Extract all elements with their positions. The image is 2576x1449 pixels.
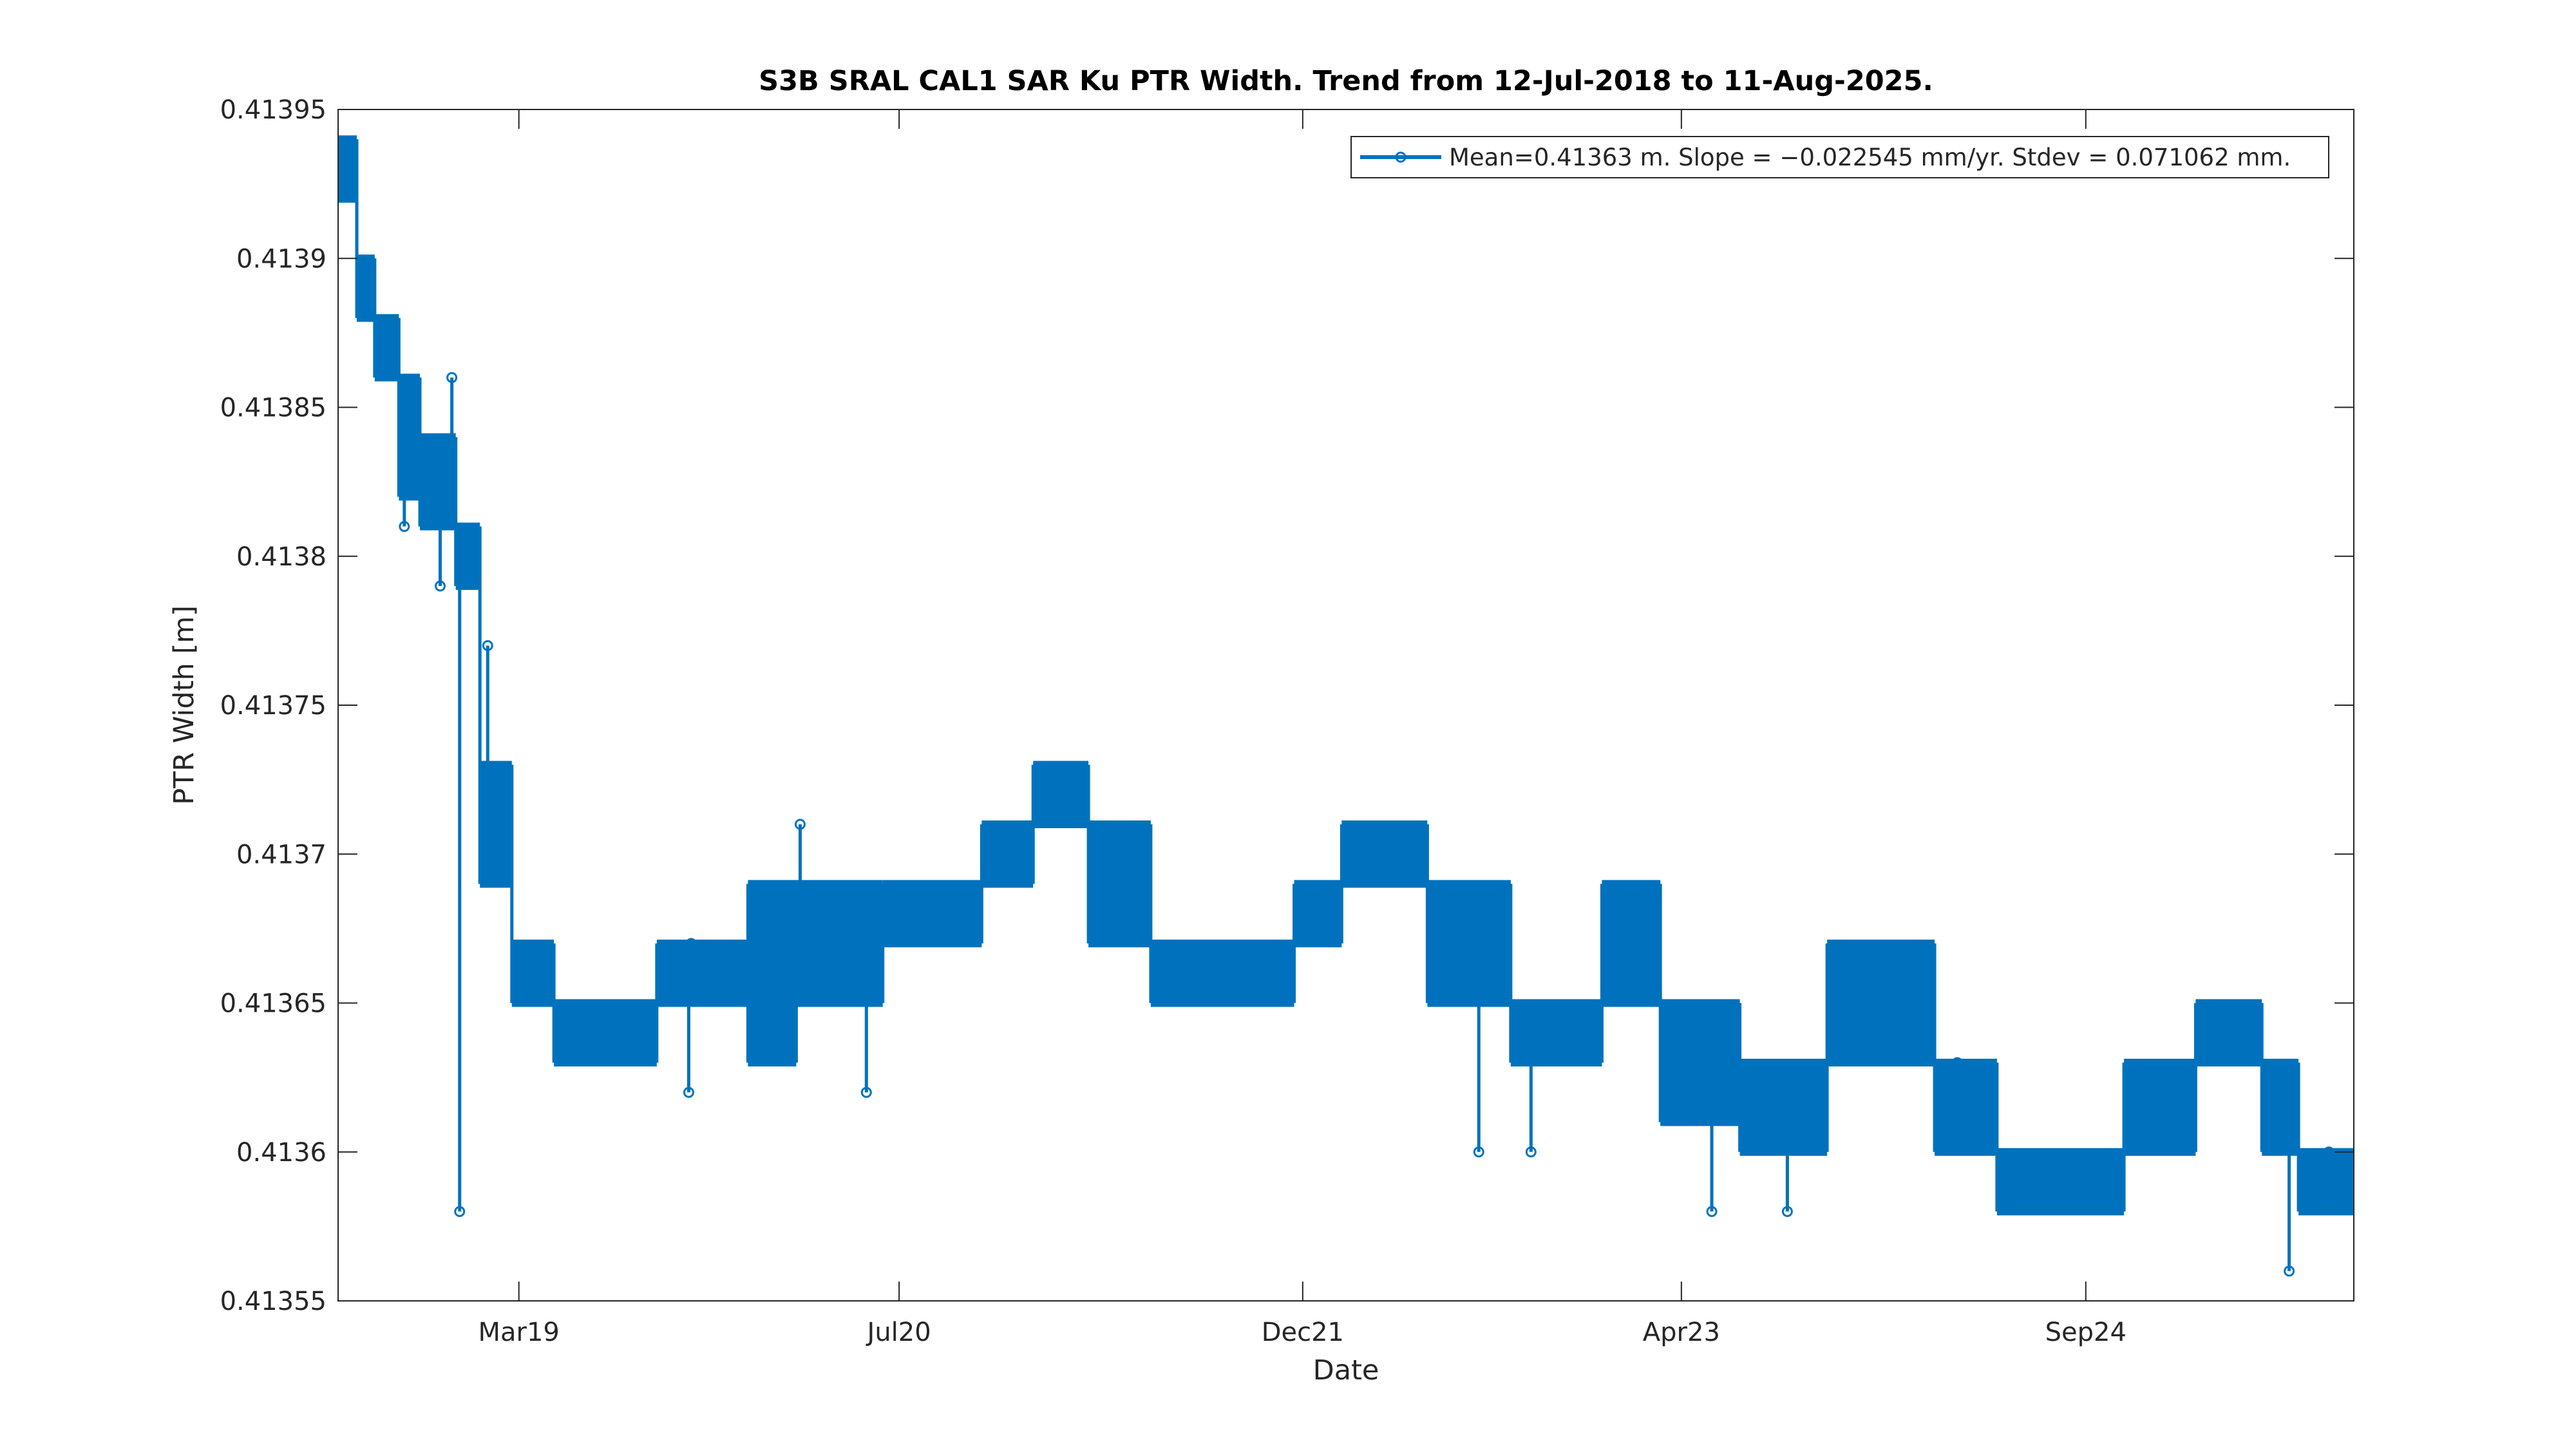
axes-background bbox=[338, 109, 2354, 1301]
x-tick-label: Jul20 bbox=[866, 1318, 931, 1347]
y-tick-label: 0.4137 bbox=[236, 840, 327, 869]
series-band bbox=[748, 880, 797, 1066]
y-tick-label: 0.41365 bbox=[220, 989, 327, 1019]
x-tick-label: Mar19 bbox=[478, 1318, 560, 1347]
legend[interactable]: Mean=0.41363 m. Slope = −0.022545 mm/yr.… bbox=[1350, 136, 2329, 178]
series-band bbox=[1341, 820, 1428, 888]
series-band bbox=[2298, 1148, 2354, 1216]
y-tick-label: 0.41375 bbox=[220, 691, 327, 721]
series-band bbox=[1427, 880, 1511, 1007]
series-point bbox=[794, 819, 806, 830]
series-point bbox=[1694, 1086, 1706, 1098]
series-point bbox=[446, 372, 458, 383]
series-point bbox=[1706, 1206, 1718, 1217]
series-band bbox=[1602, 880, 1661, 1007]
y-tick-label: 0.41385 bbox=[220, 393, 327, 423]
series-band bbox=[882, 880, 982, 947]
x-tick-label: Sep24 bbox=[2045, 1318, 2126, 1347]
series-point bbox=[399, 521, 410, 532]
series-band bbox=[399, 374, 421, 501]
series-band bbox=[338, 135, 357, 203]
x-tick-label: Dec21 bbox=[1262, 1318, 1344, 1347]
series-band bbox=[1510, 999, 1602, 1066]
series-band bbox=[2124, 1059, 2196, 1156]
series-point bbox=[2323, 1146, 2334, 1158]
series-point bbox=[434, 580, 446, 592]
y-tick-label: 0.41355 bbox=[220, 1287, 327, 1316]
series-band bbox=[981, 820, 1034, 888]
series-point bbox=[482, 640, 493, 651]
x-axis-label: Date bbox=[1313, 1354, 1379, 1387]
series-band bbox=[1935, 1059, 1997, 1156]
series-point bbox=[683, 1086, 694, 1098]
tick-layer: 0.41355 0.4136 0.41365 0.4137 0.41375 0.4138 0… bbox=[220, 95, 2354, 1347]
series-band bbox=[2262, 1059, 2299, 1156]
series-band bbox=[480, 761, 512, 888]
series-point bbox=[1473, 1146, 1484, 1158]
series-band bbox=[455, 522, 480, 590]
series-band bbox=[656, 940, 748, 1007]
series-point bbox=[1525, 1146, 1537, 1158]
y-tick-label: 0.4139 bbox=[236, 244, 327, 274]
series-point bbox=[860, 1086, 872, 1098]
series-band bbox=[1827, 940, 1935, 1066]
y-tick-label: 0.4138 bbox=[236, 542, 327, 572]
series-point bbox=[454, 1206, 466, 1217]
series-band bbox=[554, 999, 657, 1066]
series-band bbox=[796, 880, 883, 1007]
axes-box bbox=[337, 109, 2354, 1302]
series-band bbox=[1033, 761, 1089, 828]
series-band bbox=[1088, 820, 1151, 947]
series-band bbox=[374, 314, 399, 382]
legend-box bbox=[1350, 136, 2329, 178]
plot-area: 0.41355 0.4136 0.41365 0.4137 0.41375 0.4138 0… bbox=[220, 95, 2354, 1347]
y-tick-label: 0.4136 bbox=[236, 1138, 327, 1168]
series-band bbox=[1150, 940, 1294, 1007]
series-band bbox=[420, 433, 456, 531]
x-tick-label: Apr23 bbox=[1643, 1318, 1720, 1347]
legend-entry-label: Mean=0.41363 m. Slope = −0.022545 mm/yr.… bbox=[1449, 144, 2291, 171]
series-point bbox=[2284, 1265, 2295, 1277]
series-point bbox=[1951, 1057, 1963, 1068]
series-band bbox=[357, 254, 375, 322]
chart-title: S3B SRAL CAL1 SAR Ku PTR Width. Trend fr… bbox=[759, 65, 1933, 97]
series-point bbox=[1781, 1206, 1793, 1217]
series-band bbox=[1739, 1059, 1828, 1156]
y-tick-label: 0.41395 bbox=[220, 95, 327, 125]
series-band bbox=[511, 940, 554, 1007]
series-band bbox=[1996, 1148, 2125, 1216]
series-band bbox=[1294, 880, 1342, 947]
series-point bbox=[685, 938, 697, 949]
series-band bbox=[2195, 999, 2262, 1066]
series-layer bbox=[338, 135, 2354, 1277]
legend-marker-icon bbox=[1395, 151, 1406, 163]
y-axis-label: PTR Width [m] bbox=[168, 605, 200, 805]
